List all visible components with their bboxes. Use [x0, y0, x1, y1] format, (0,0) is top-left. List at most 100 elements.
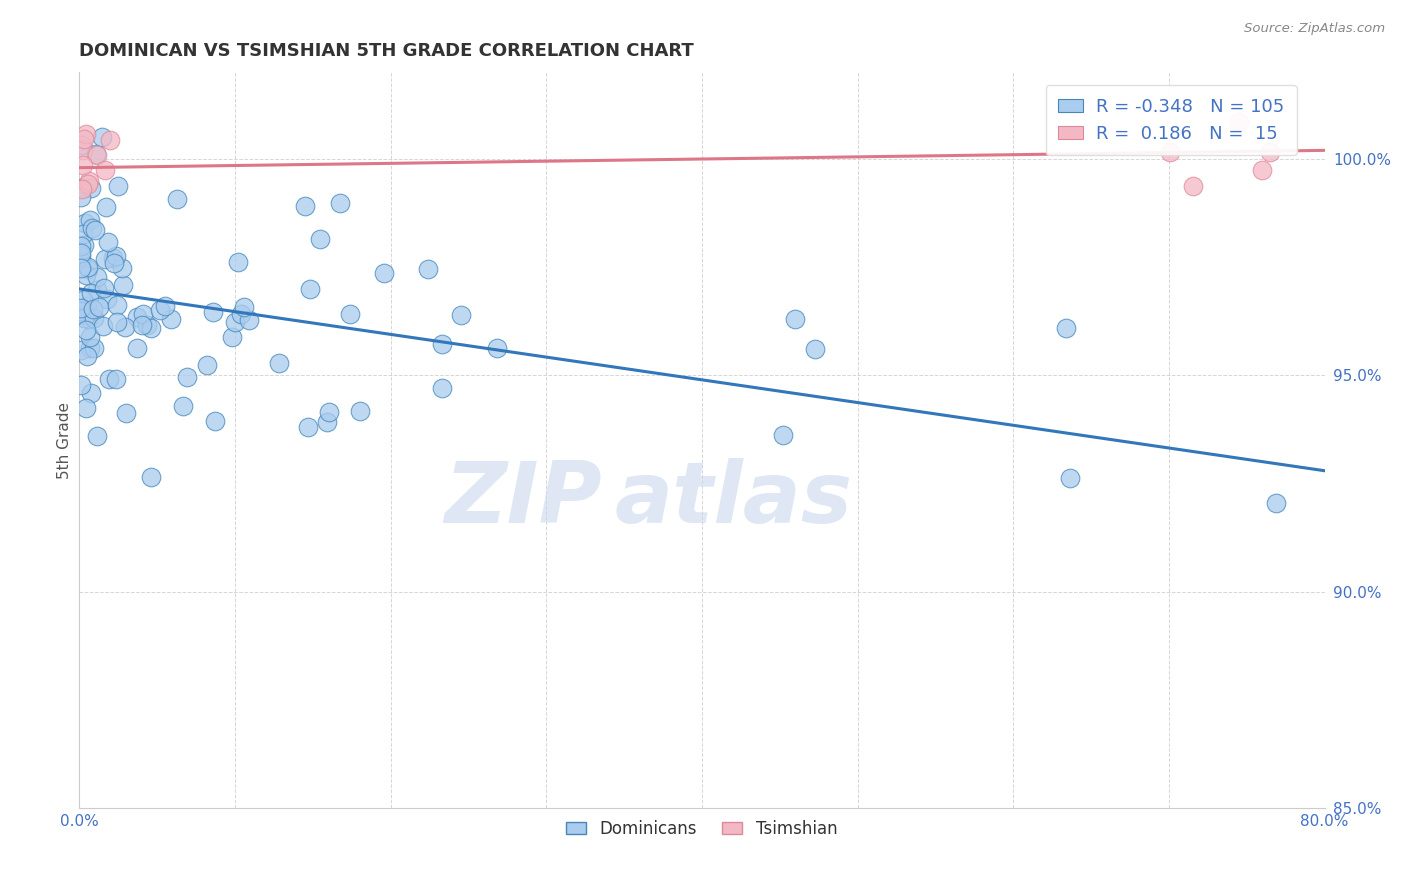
Point [172, 399, 194, 413]
Point [329, 195, 352, 210]
Point [202, 304, 225, 318]
Point [176, 370, 198, 384]
Point [430, 381, 453, 395]
Y-axis label: 5th Grade: 5th Grade [58, 402, 72, 479]
Point [112, 278, 135, 293]
Point [87, 300, 110, 314]
Point [1181, 179, 1204, 194]
Text: atlas: atlas [614, 458, 853, 541]
Point [229, 307, 252, 321]
Point [70, 246, 93, 260]
Point [772, 427, 794, 442]
Text: DOMINICAN VS TSIMSHIAN 5TH GRADE CORRELATION CHART: DOMINICAN VS TSIMSHIAN 5TH GRADE CORRELA… [79, 42, 695, 60]
Point [221, 330, 243, 344]
Point [75, 127, 97, 141]
Point [69, 343, 91, 358]
Point [785, 312, 807, 326]
Point [153, 299, 176, 313]
Point [297, 419, 319, 434]
Point [76, 177, 98, 191]
Point [75, 401, 97, 416]
Point [1250, 163, 1272, 178]
Point [486, 341, 509, 355]
Point [86, 283, 108, 297]
Point [94, 162, 117, 177]
Point [73, 216, 96, 230]
Point [79, 330, 101, 344]
Point [105, 315, 128, 329]
Point [72, 143, 94, 157]
Point [339, 307, 361, 321]
Point [450, 308, 472, 322]
Point [79, 341, 101, 355]
Text: Source: ZipAtlas.com: Source: ZipAtlas.com [1244, 22, 1385, 36]
Point [318, 405, 340, 419]
Point [73, 311, 96, 326]
Point [294, 199, 316, 213]
Point [349, 403, 371, 417]
Point [111, 261, 134, 276]
Point [104, 249, 127, 263]
Point [224, 315, 246, 329]
Point [804, 342, 827, 356]
Point [1260, 145, 1282, 159]
Point [127, 310, 149, 324]
Point [86, 148, 108, 162]
Point [98, 133, 121, 147]
Point [139, 321, 162, 335]
Point [166, 192, 188, 206]
Point [83, 310, 105, 325]
Point [1059, 471, 1081, 485]
Point [69, 304, 91, 318]
Point [69, 261, 91, 276]
Point [226, 254, 249, 268]
Point [309, 232, 332, 246]
Point [204, 414, 226, 428]
Point [114, 320, 136, 334]
Point [69, 378, 91, 392]
Point [104, 372, 127, 386]
Point [131, 307, 153, 321]
Point [160, 312, 183, 326]
Point [70, 137, 93, 152]
Point [238, 313, 260, 327]
Point [416, 261, 439, 276]
Point [75, 322, 97, 336]
Point [82, 301, 104, 316]
Point [83, 341, 105, 355]
Text: ZIP: ZIP [444, 458, 602, 541]
Point [233, 301, 256, 315]
Point [97, 235, 120, 249]
Point [76, 299, 98, 313]
Point [70, 249, 93, 263]
Point [72, 158, 94, 172]
Point [107, 298, 129, 312]
Point [373, 266, 395, 280]
Point [131, 318, 153, 332]
Point [96, 293, 118, 307]
Point [97, 372, 120, 386]
Point [73, 237, 96, 252]
Point [73, 131, 96, 145]
Point [70, 301, 93, 315]
Point [80, 220, 103, 235]
Point [93, 252, 115, 266]
Point [79, 181, 101, 195]
Point [103, 256, 125, 270]
Point [72, 293, 94, 307]
Point [76, 349, 98, 363]
Point [115, 406, 138, 420]
Point [70, 182, 93, 196]
Point [86, 269, 108, 284]
Point [1265, 496, 1288, 510]
Point [76, 312, 98, 326]
Point [69, 190, 91, 204]
Point [80, 386, 103, 401]
Point [1159, 145, 1181, 159]
Point [1054, 321, 1077, 335]
Point [91, 318, 114, 333]
Point [86, 429, 108, 443]
Point [135, 318, 157, 333]
Point [80, 286, 103, 301]
Legend: Dominicans, Tsimshian: Dominicans, Tsimshian [560, 813, 844, 844]
